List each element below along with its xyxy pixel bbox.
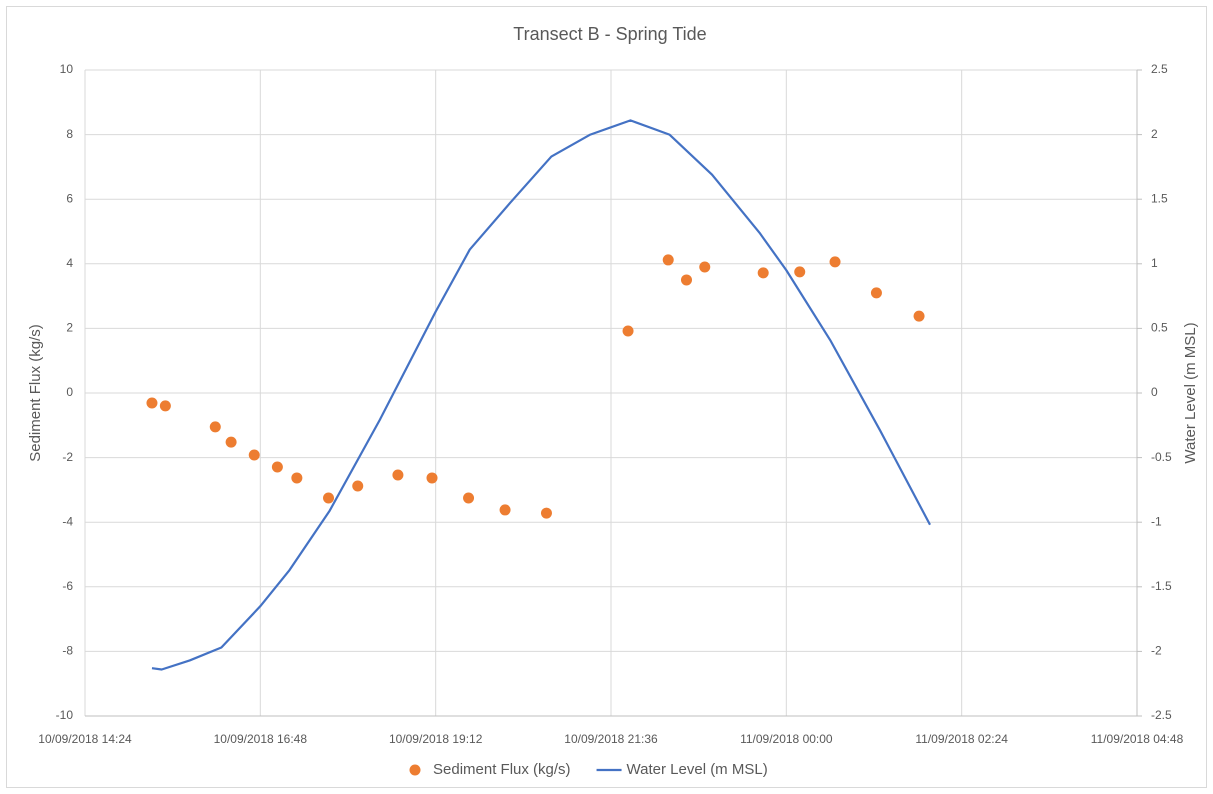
x-tick-label: 10/09/2018 16:48 [214,732,308,746]
point [622,325,634,337]
point [463,492,475,504]
chart-border [6,6,1207,788]
y2-tick-label: -1.5 [1151,579,1172,593]
point [209,421,221,433]
y-tick-label: 6 [66,191,73,205]
point [225,436,237,448]
y2-tick-label: 2 [1151,127,1158,141]
point [392,469,404,481]
x-tick-label: 11/09/2018 04:48 [1091,732,1184,746]
y-tick-label: 2 [66,321,73,335]
x-tick-label: 10/09/2018 21:36 [564,732,658,746]
y-tick-label: -6 [62,579,73,593]
x-tick-label: 10/09/2018 19:12 [389,732,483,746]
y-tick-label: 10 [60,62,74,76]
point [680,274,692,286]
y-tick-label: 4 [66,256,73,270]
y-tick-label: 0 [66,385,73,399]
point [870,287,882,299]
point [699,261,711,273]
y-tick-label: -8 [62,644,73,658]
point [913,310,925,322]
point [146,397,158,409]
y2-tick-label: 1 [1151,256,1158,270]
y2-tick-label: -2.5 [1151,708,1172,722]
point [794,266,806,278]
point [540,507,552,519]
y2-tick-label: 0 [1151,385,1158,399]
x-tick-label: 11/09/2018 02:24 [915,732,1008,746]
point [352,480,364,492]
point [757,267,769,279]
point [291,472,303,484]
x-tick-label: 11/09/2018 00:00 [740,732,833,746]
point [499,504,511,516]
point [159,400,171,412]
point [829,256,841,268]
x-tick-label: 10/09/2018 14:24 [38,732,132,746]
legend-marker [409,764,421,776]
point [271,461,283,473]
point [248,449,260,461]
point [662,254,674,266]
point [426,472,438,484]
point [323,492,335,504]
y2-tick-label: -1 [1151,514,1162,528]
y-tick-label: 8 [66,127,73,141]
y-tick-label: -2 [62,450,73,464]
y2-axis-label: Water Level (m MSL) [1182,322,1199,463]
y-axis-label: Sediment Flux (kg/s) [27,324,44,462]
chart-title: Transect B - Spring Tide [513,24,706,44]
y-tick-label: -4 [62,514,73,528]
line [151,119,931,671]
y-tick-label: -10 [56,708,74,722]
y2-tick-label: -0.5 [1151,450,1172,464]
legend-label: Water Level (m MSL) [627,761,768,778]
y2-tick-label: 0.5 [1151,321,1168,335]
y2-tick-label: -2 [1151,644,1162,658]
y2-tick-label: 1.5 [1151,191,1168,205]
legend-label: Sediment Flux (kg/s) [433,761,571,778]
y2-tick-label: 2.5 [1151,62,1168,76]
